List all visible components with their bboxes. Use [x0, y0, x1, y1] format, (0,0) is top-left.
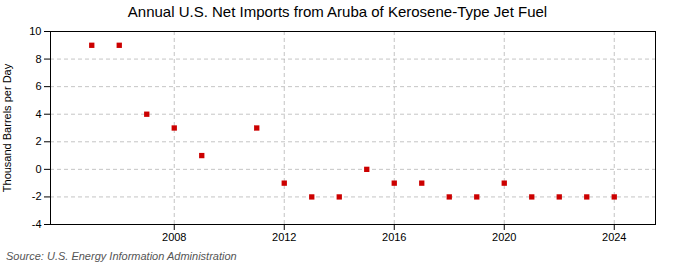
svg-text:2: 2	[35, 135, 41, 147]
svg-text:2008: 2008	[162, 231, 186, 243]
svg-text:2012: 2012	[272, 231, 296, 243]
svg-text:2020: 2020	[492, 231, 516, 243]
svg-text:10: 10	[29, 25, 41, 37]
svg-text:6: 6	[35, 80, 41, 92]
svg-text:-4: -4	[32, 218, 42, 230]
svg-text:2024: 2024	[602, 231, 626, 243]
svg-text:8: 8	[35, 53, 41, 65]
svg-text:4: 4	[35, 108, 41, 120]
html-text:Source: U.S. Energy Informatio: Source: U.S. Energy Information Administ…	[6, 250, 237, 262]
html-text:Annual U.S. Net Imports from A: Annual U.S. Net Imports from Aruba of Ke…	[127, 3, 548, 20]
svg-text:0: 0	[35, 163, 41, 175]
svg-text:2016: 2016	[382, 231, 406, 243]
svg-text:Thousand Barrels per Day: Thousand Barrels per Day	[1, 63, 13, 192]
svg-text:-2: -2	[32, 190, 42, 202]
